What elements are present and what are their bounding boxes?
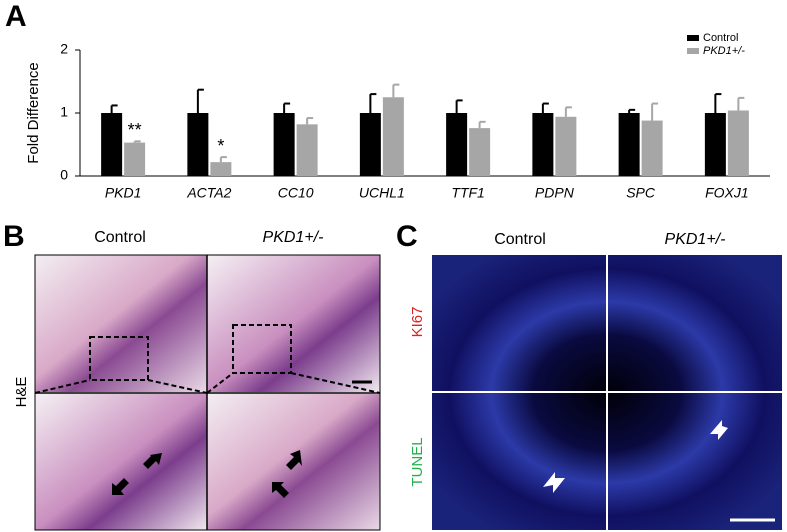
- annotation: **: [128, 120, 142, 140]
- row-label: H&E: [13, 377, 30, 408]
- annotation: *: [217, 136, 224, 156]
- panel-label: A: [5, 0, 27, 33]
- y-tick-label: 1: [60, 104, 68, 120]
- bar: [469, 128, 491, 176]
- x-tick-label: PKD1: [105, 185, 142, 201]
- x-tick-label: UCHL1: [359, 185, 405, 201]
- x-tick-label: ACTA2: [186, 185, 231, 201]
- bar: [187, 113, 209, 176]
- he-images: [34, 254, 381, 531]
- bar: [382, 97, 404, 176]
- y-tick-label: 2: [60, 41, 68, 57]
- fluorescence-images: [432, 255, 782, 530]
- bar: [641, 120, 663, 176]
- bar: [618, 113, 640, 176]
- legend-label: PKD1+/-: [703, 45, 745, 57]
- bar: [446, 113, 468, 176]
- x-tick-label: TTF1: [451, 185, 484, 201]
- x-tick-label: SPC: [626, 185, 656, 201]
- x-tick-label: CC10: [278, 185, 314, 201]
- bar: [210, 162, 232, 176]
- bar: [359, 113, 381, 176]
- bar: [296, 124, 318, 176]
- bar: [124, 142, 146, 176]
- column-label: PKD1+/-: [263, 229, 324, 246]
- bar: [727, 110, 749, 176]
- legend-label: Control: [703, 32, 738, 44]
- x-tick-label: FOXJ1: [705, 185, 749, 201]
- bar: [704, 113, 726, 176]
- y-axis-label: Fold Difference: [25, 62, 42, 163]
- panel-label: B: [3, 220, 25, 253]
- legend-swatch: [687, 35, 699, 41]
- y-tick-label: 0: [60, 167, 68, 183]
- bar: [273, 113, 295, 176]
- bar: [555, 116, 577, 176]
- panel-label: C: [396, 220, 418, 253]
- column-label: PKD1+/-: [665, 231, 726, 248]
- x-tick-label: PDPN: [535, 185, 575, 201]
- bar: [101, 113, 123, 176]
- legend-swatch: [687, 48, 699, 54]
- bar: [532, 113, 554, 176]
- row-label: TUNEL: [409, 437, 426, 486]
- column-label: Control: [494, 231, 546, 248]
- row-label: KI67: [409, 307, 426, 338]
- column-label: Control: [94, 229, 146, 246]
